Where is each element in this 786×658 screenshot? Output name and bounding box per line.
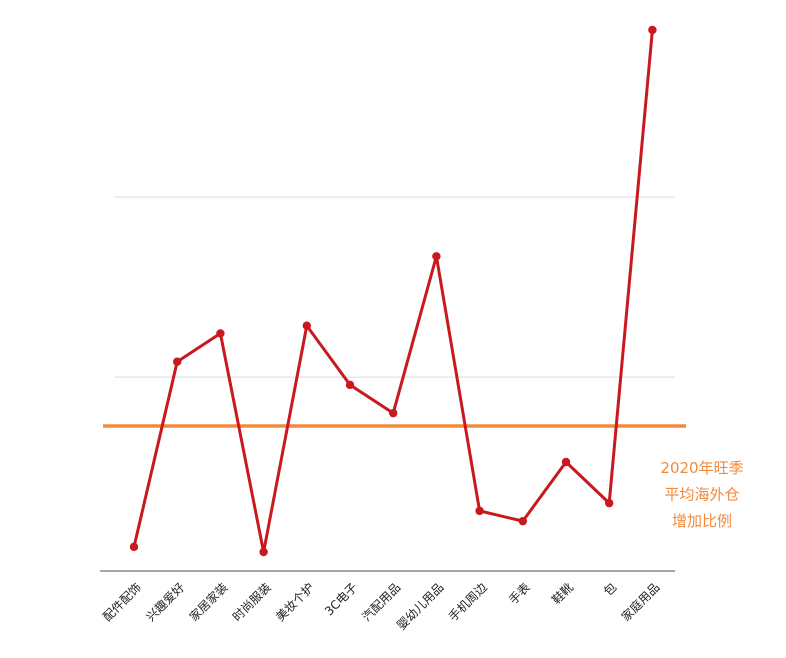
data-point-7 [432,252,441,261]
x-tick-label-2: 家居家装 [186,580,231,625]
data-point-1 [173,357,182,366]
data-point-12 [648,25,657,35]
data-point-9 [518,516,527,526]
data-point-10 [561,457,571,467]
x-tick-label-3: 时尚服装 [230,580,274,624]
x-tick-label-12: 家庭用品 [618,580,663,625]
series-line [132,28,654,554]
x-tick-label-4: 美妆个护 [273,580,317,624]
data-point-4 [302,321,311,330]
data-point-3 [259,547,268,557]
data-point-5 [345,380,355,390]
data-point-2 [216,329,225,338]
x-tick-label-6: 汽配用品 [359,580,404,625]
reference-label-line-2: 增加比例 [672,512,732,530]
x-tick-label-11: 包 [601,580,619,598]
x-tick-label-10: 鞋靴 [549,580,577,608]
reference-label-line-0: 2020年旺季 [660,459,743,477]
data-point-8 [475,506,484,516]
x-tick-label-0: 配件配饰 [100,580,144,624]
x-tick-label-5: 3C电子 [322,580,360,618]
x-tick-label-8: 手机周边 [446,580,490,624]
x-tick-label-7: 婴幼儿用品 [394,580,446,632]
x-tick-label-1: 兴趣爱好 [143,580,188,625]
x-tick-label-9: 手表 [506,580,533,607]
data-point-11 [605,498,614,508]
data-point-6 [389,408,398,418]
data-point-0 [129,542,139,552]
reference-label-line-1: 平均海外仓 [664,486,739,504]
